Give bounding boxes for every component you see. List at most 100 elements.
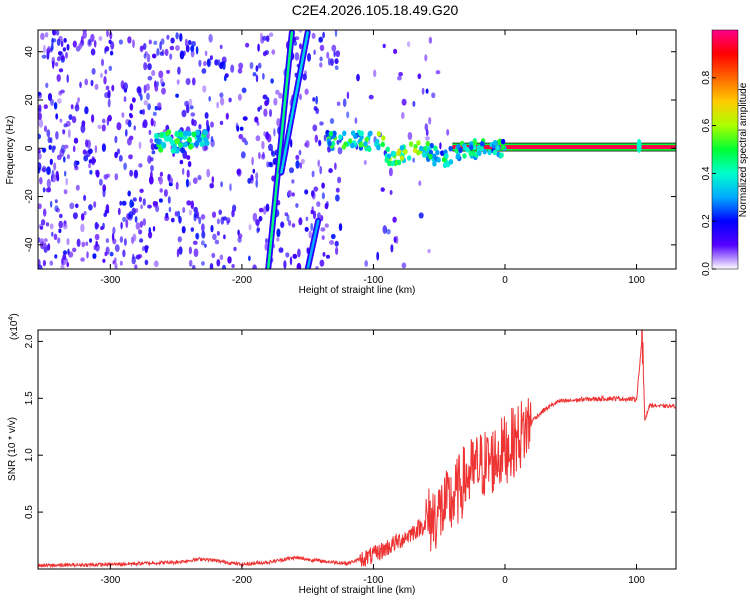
spectrogram-speckle bbox=[69, 202, 75, 210]
spectrogram-speckle bbox=[255, 172, 259, 181]
spectrogram-speckle bbox=[53, 162, 57, 171]
spectrogram-features bbox=[153, 30, 676, 269]
spectrogram-speckle bbox=[94, 145, 98, 154]
colorbar-label: Normalized spectral amplitude bbox=[738, 82, 749, 217]
spectrogram-speckle bbox=[225, 112, 229, 120]
y-tick-label: -40 bbox=[24, 237, 35, 252]
spectrogram-speckle bbox=[248, 224, 252, 231]
spectrogram-speckle bbox=[38, 133, 42, 140]
spectrogram-speckle bbox=[193, 248, 199, 257]
wavering-signal-cell bbox=[422, 152, 427, 158]
spectrogram-speckle bbox=[63, 144, 69, 149]
spectrogram-speckle bbox=[129, 169, 134, 177]
spectrogram-speckle bbox=[193, 206, 198, 213]
spectrogram-speckle bbox=[169, 177, 174, 184]
signal-blob-cell bbox=[194, 140, 200, 147]
spectrogram-speckle bbox=[216, 259, 221, 267]
spectrogram-speckle bbox=[50, 43, 54, 51]
spectrogram-speckle bbox=[83, 211, 87, 216]
spectrogram-speckle bbox=[236, 168, 241, 175]
spectrogram-speckle bbox=[203, 145, 209, 151]
spectrogram-speckle bbox=[38, 259, 41, 266]
spectrogram-speckle bbox=[257, 62, 262, 69]
spectrogram-speckle bbox=[198, 216, 202, 225]
spectrogram-speckle bbox=[210, 224, 214, 233]
spectrogram-speckle bbox=[185, 178, 190, 188]
spectrogram-speckle bbox=[328, 168, 333, 174]
spectrogram-speckle bbox=[43, 242, 47, 248]
wavering-signal-cell bbox=[416, 140, 421, 146]
spectrogram-speckle bbox=[120, 221, 123, 230]
spectrogram-speckle bbox=[329, 118, 335, 124]
spectrogram-speckle bbox=[160, 38, 165, 45]
spectrogram-speckle bbox=[346, 91, 350, 100]
colorbar-tick-label: 0.6 bbox=[701, 118, 712, 132]
spectrogram-speckle bbox=[75, 203, 79, 209]
spectrogram-speckle bbox=[318, 139, 322, 147]
spectrogram-speckle bbox=[427, 248, 431, 254]
spectrogram-speckle bbox=[140, 204, 143, 210]
y-tick-label: 0.5 bbox=[24, 505, 35, 519]
wavering-signal-cell bbox=[500, 138, 506, 145]
spectrogram-speckle bbox=[201, 261, 205, 266]
spectrogram-speckle bbox=[319, 56, 323, 62]
spectrogram-speckle bbox=[264, 242, 269, 251]
spectrogram-speckle bbox=[58, 68, 64, 73]
spectrogram-speckle bbox=[216, 218, 220, 225]
snr-panel: -300 -200 -100 0 100 0.5 1.0 1.5 2.0 Height of … bbox=[7, 313, 677, 596]
signal-blob-cell bbox=[166, 129, 172, 136]
wavering-signal-cell bbox=[375, 138, 380, 145]
spectrogram-speckle bbox=[97, 124, 102, 129]
spectrogram-speckle bbox=[294, 52, 300, 61]
signal-blob-cell bbox=[182, 130, 188, 137]
spectrogram-speckle bbox=[133, 125, 136, 131]
spectrogram-speckle bbox=[114, 262, 118, 269]
spectrogram-speckle bbox=[185, 44, 190, 53]
spectrogram-speckle bbox=[138, 229, 143, 235]
spectrogram-speckle bbox=[131, 207, 136, 216]
spectrogram-speckle bbox=[142, 119, 148, 129]
spectrogram-speckle bbox=[310, 209, 314, 215]
spectrogram-speckle bbox=[270, 78, 274, 84]
spectrogram-speckle bbox=[336, 101, 341, 107]
spectrogram-speckle bbox=[276, 118, 281, 127]
spectrogram-speckle bbox=[60, 40, 64, 48]
spectrogram-speckle bbox=[150, 143, 156, 151]
spectrogram-speckle bbox=[109, 251, 114, 257]
spectrogram-speckle bbox=[211, 252, 216, 259]
spectrogram-speckle bbox=[148, 175, 154, 185]
spectrogram-y-ticks: -40 -20 0 20 40 bbox=[24, 46, 676, 252]
spectrogram-speckle bbox=[129, 103, 134, 111]
spectrogram-speckle bbox=[132, 97, 136, 103]
spectrogram-speckle bbox=[188, 181, 192, 186]
signal-blob-cell bbox=[174, 131, 180, 138]
spectrogram-speckle bbox=[291, 192, 295, 197]
spectrogram-speckle bbox=[80, 35, 84, 44]
wavering-signal-cell bbox=[448, 159, 454, 165]
spectrogram-speckle bbox=[60, 263, 65, 269]
spectrogram-speckle bbox=[134, 216, 138, 223]
spectrogram-speckle bbox=[323, 134, 327, 142]
spectrogram-speckle bbox=[319, 44, 325, 52]
spectrogram-speckle bbox=[61, 55, 65, 61]
wavering-signal-cell bbox=[358, 141, 363, 148]
wavering-signal-cell bbox=[482, 148, 487, 155]
spectrogram-speckle bbox=[38, 167, 41, 174]
spectrogram-speckle bbox=[425, 136, 430, 141]
signal-blob-cell bbox=[182, 141, 188, 148]
colorbar-tick-label: 0.2 bbox=[701, 214, 712, 228]
spectrogram-speckle bbox=[425, 88, 429, 94]
spectrogram-speckle bbox=[304, 189, 309, 195]
spectrogram-speckle bbox=[285, 252, 290, 258]
spectrogram-speckle bbox=[252, 212, 258, 222]
spectrogram-speckle bbox=[150, 157, 154, 162]
spectrogram-speckle bbox=[122, 249, 126, 258]
spectrogram-speckle bbox=[156, 48, 160, 56]
spectrogram-speckle bbox=[129, 135, 134, 141]
spectrogram-speckle bbox=[68, 251, 74, 258]
spectrogram-speckle bbox=[325, 201, 329, 208]
figure-title: C2E4.2026.105.18.49.G20 bbox=[291, 2, 459, 18]
spectrogram-speckle bbox=[176, 79, 180, 85]
spectrogram-speckle bbox=[131, 256, 136, 265]
spectrogram-speckle bbox=[386, 228, 391, 235]
